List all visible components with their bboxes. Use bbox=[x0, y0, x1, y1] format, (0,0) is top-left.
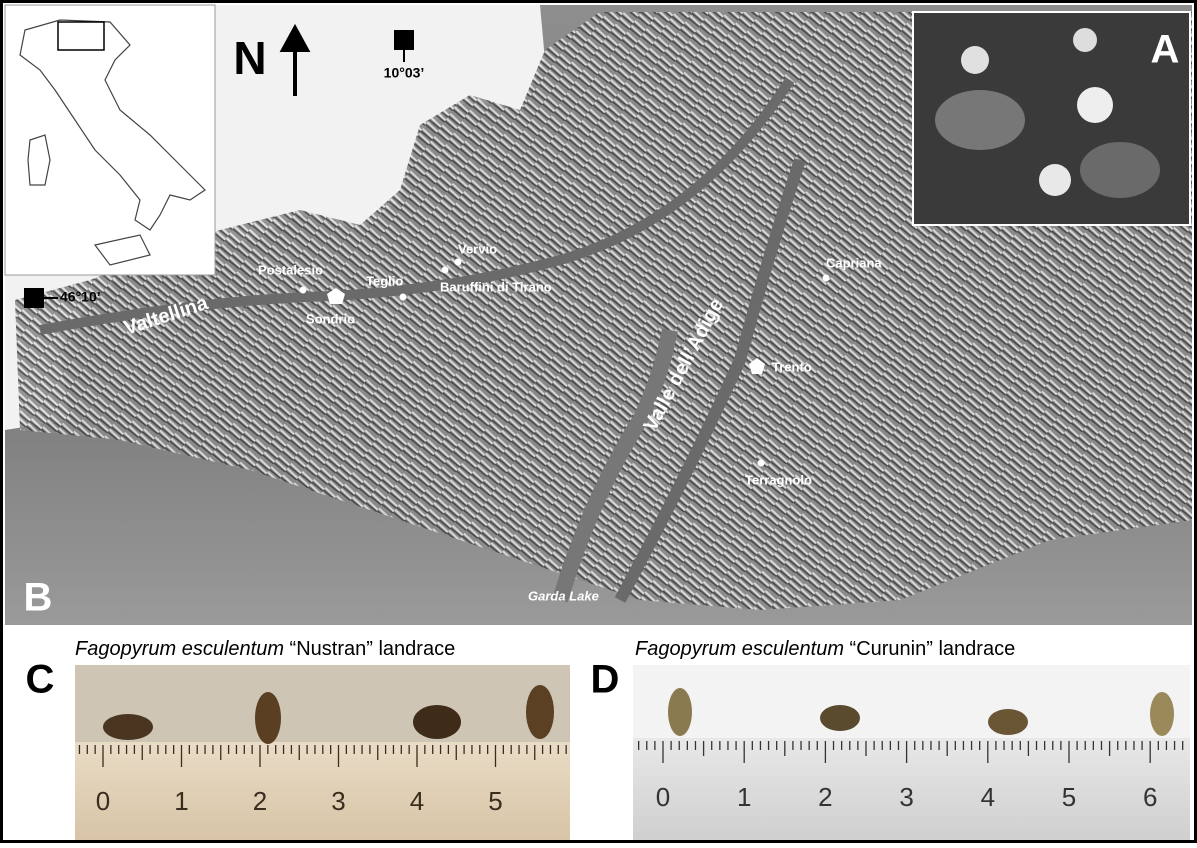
place-dot bbox=[400, 294, 407, 301]
seed bbox=[413, 705, 461, 739]
inset-frame bbox=[5, 5, 215, 275]
flower bbox=[961, 46, 989, 74]
ruler-label: 5 bbox=[488, 786, 502, 816]
landrace: landrace bbox=[938, 638, 1015, 660]
place-dot bbox=[300, 287, 307, 294]
figure: A N 10°03’ 46°10’ Valtellina Postalesio … bbox=[0, 0, 1197, 843]
place-dot bbox=[758, 460, 765, 467]
place-label: Capriana bbox=[826, 255, 882, 270]
place-dot bbox=[442, 267, 449, 274]
lake-label: Garda Lake bbox=[528, 588, 599, 603]
ruler-label: 4 bbox=[981, 782, 995, 812]
leaf bbox=[1080, 142, 1160, 198]
place-label: Teglio bbox=[366, 273, 403, 288]
panel-label: C bbox=[26, 658, 55, 702]
seed bbox=[255, 692, 281, 744]
photo-a: A bbox=[913, 12, 1190, 225]
landrace-name: “Nustran” bbox=[290, 638, 373, 660]
photo-d: 0 1 2 3 4 5 6 bbox=[633, 665, 1190, 840]
panel-label: D bbox=[591, 658, 620, 702]
flower bbox=[1073, 28, 1097, 52]
city-label: Sondrio bbox=[306, 311, 355, 326]
ruler-label: 6 bbox=[1143, 782, 1157, 812]
ruler-label: 4 bbox=[410, 786, 424, 816]
ruler-label: 0 bbox=[96, 786, 110, 816]
place-label: Vervio bbox=[458, 241, 497, 256]
seed bbox=[103, 714, 153, 740]
landrace-name: “Curunin” bbox=[850, 638, 933, 660]
seed bbox=[1150, 692, 1174, 736]
longitude-label: 10°03’ bbox=[384, 65, 425, 81]
panel-label: B bbox=[24, 576, 53, 620]
flower bbox=[1077, 87, 1113, 123]
city-label: Trento bbox=[772, 359, 812, 374]
caption: Fagopyrum esculentum “Nustran” landrace bbox=[75, 638, 455, 660]
caption: Fagopyrum esculentum “Curunin” landrace bbox=[635, 638, 1015, 660]
place-label: Baruffini di Tirano bbox=[440, 279, 552, 294]
ruler-label: 2 bbox=[818, 782, 832, 812]
seed bbox=[526, 685, 554, 739]
ruler-label: 3 bbox=[899, 782, 913, 812]
landrace: landrace bbox=[378, 638, 455, 660]
species: Fagopyrum esculentum bbox=[75, 638, 284, 660]
ruler-label: 1 bbox=[737, 782, 751, 812]
ruler-label: 3 bbox=[331, 786, 345, 816]
ruler-label: 5 bbox=[1062, 782, 1076, 812]
north-label: N bbox=[233, 32, 266, 84]
seed bbox=[988, 709, 1028, 735]
seed bbox=[668, 688, 692, 736]
longitude-marker bbox=[394, 30, 414, 50]
place-label: Postalesio bbox=[258, 262, 323, 277]
latitude-label: 46°10’ bbox=[60, 289, 101, 305]
flower bbox=[1039, 164, 1071, 196]
inset-map bbox=[5, 5, 215, 275]
photo-c: 0 1 2 3 4 5 bbox=[75, 665, 570, 840]
ruler-label: 1 bbox=[174, 786, 188, 816]
leaf bbox=[935, 90, 1025, 150]
latitude-marker bbox=[24, 288, 44, 308]
place-dot bbox=[455, 259, 462, 266]
place-dot bbox=[823, 275, 830, 282]
place-label: Terragnolo bbox=[745, 472, 812, 487]
panel-label: A bbox=[1151, 28, 1180, 72]
seed bbox=[820, 705, 860, 731]
ruler-label: 2 bbox=[253, 786, 267, 816]
species: Fagopyrum esculentum bbox=[635, 638, 844, 660]
ruler-label: 0 bbox=[656, 782, 670, 812]
